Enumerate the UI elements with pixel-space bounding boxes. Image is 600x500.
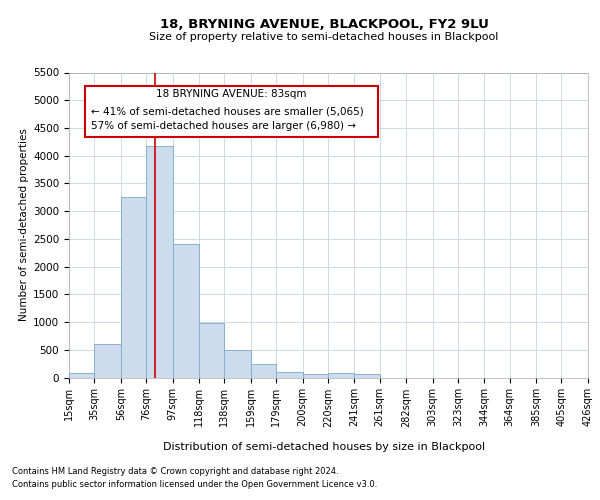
Bar (302, 374, 328, 378)
Bar (173, 244, 199, 378)
Text: Contains HM Land Registry data © Crown copyright and database right 2024.: Contains HM Land Registry data © Crown c… (12, 468, 338, 476)
Bar (328, 374, 355, 378)
Bar (94, 344, 121, 378)
Text: Size of property relative to semi-detached houses in Blackpool: Size of property relative to semi-detach… (149, 32, 499, 42)
Bar (224, 350, 251, 378)
Text: 18, BRYNING AVENUE, BLACKPOOL, FY2 9LU: 18, BRYNING AVENUE, BLACKPOOL, FY2 9LU (160, 18, 488, 30)
Bar (69, 374, 94, 378)
Bar (355, 374, 380, 378)
Text: Distribution of semi-detached houses by size in Blackpool: Distribution of semi-detached houses by … (163, 442, 485, 452)
Text: ← 41% of semi-detached houses are smaller (5,065): ← 41% of semi-detached houses are smalle… (91, 106, 364, 116)
FancyBboxPatch shape (85, 86, 378, 136)
Text: 18 BRYNING AVENUE: 83sqm: 18 BRYNING AVENUE: 83sqm (156, 88, 307, 99)
Bar (146, 146, 173, 378)
Bar (251, 364, 276, 378)
Bar (276, 372, 302, 378)
Text: Contains public sector information licensed under the Open Government Licence v3: Contains public sector information licen… (12, 480, 377, 489)
Text: 57% of semi-detached houses are larger (6,980) →: 57% of semi-detached houses are larger (… (91, 122, 356, 132)
Bar (121, 198, 146, 378)
Y-axis label: Number of semi-detached properties: Number of semi-detached properties (19, 128, 29, 322)
Bar (199, 324, 224, 378)
